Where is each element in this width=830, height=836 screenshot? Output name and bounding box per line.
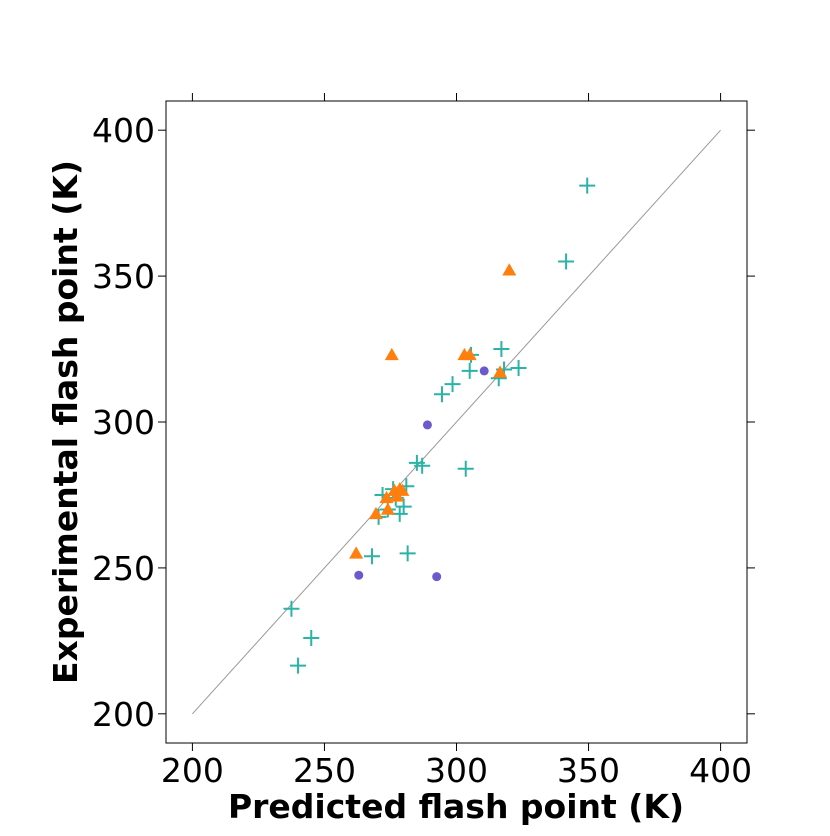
axis-ticks (158, 93, 755, 751)
plus-marker (399, 545, 416, 562)
x-axis-title: Predicted flash point (K) (228, 787, 684, 826)
circle-marker (354, 570, 364, 580)
plus-marker (461, 362, 478, 379)
plus-marker (493, 341, 510, 358)
plus-marker (579, 177, 596, 194)
plus-marker (391, 505, 408, 522)
triangle-marker (395, 483, 410, 496)
x-tick-label: 400 (689, 751, 752, 790)
plus-marker (363, 548, 380, 565)
plus-marker (457, 460, 474, 477)
y-tick-label: 350 (92, 257, 155, 296)
y-tick-label: 250 (92, 549, 155, 588)
triangle-marker (379, 490, 394, 504)
reference-line (192, 129, 721, 715)
x-tick-label: 200 (161, 751, 224, 790)
triangle-marker (349, 546, 364, 559)
circle-marker (479, 366, 489, 376)
triangle-marker (384, 347, 399, 361)
triangle-marker (368, 506, 383, 520)
data-points (283, 177, 596, 674)
triangle-marker (462, 347, 477, 361)
triangle-marker (380, 502, 395, 515)
triangle-marker (502, 263, 517, 276)
plus-marker (290, 657, 307, 674)
plus-marker (303, 629, 320, 646)
plus-marker (510, 360, 527, 377)
circle-marker (422, 420, 432, 430)
y-tick-label: 200 (92, 695, 155, 734)
plus-marker (558, 253, 575, 270)
plus-marker (283, 600, 300, 617)
tick-labels: 200 250 300 350 400 200 250 300 350 400 (92, 111, 752, 790)
y-tick-label: 300 (92, 403, 155, 442)
y-axis-title: Experimental flash point (K) (46, 160, 85, 684)
circle-marker (432, 572, 442, 582)
plus-marker (444, 376, 461, 393)
x-tick-label: 300 (425, 751, 488, 790)
x-tick-label: 350 (557, 751, 620, 790)
triangle-marker (493, 365, 508, 378)
plus-marker (433, 386, 450, 403)
x-tick-label: 250 (293, 751, 356, 790)
y-tick-label: 400 (92, 111, 155, 150)
plus-marker (414, 457, 431, 474)
